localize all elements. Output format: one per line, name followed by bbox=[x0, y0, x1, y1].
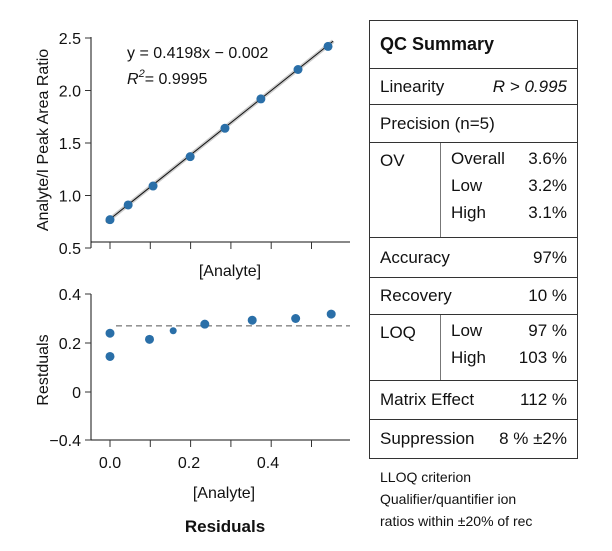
ov-label: OV bbox=[370, 143, 441, 237]
residual-point bbox=[247, 315, 257, 325]
linearity-value: R > 0.995 bbox=[492, 76, 567, 96]
matrix-effect-row: Matrix Effect 112 % bbox=[370, 381, 577, 420]
residual-point bbox=[291, 314, 301, 323]
loq-label: LOQ bbox=[370, 315, 441, 380]
calibration-plot: y = 0.4198x − 0.002 R2= 0.9995 Analyte/I… bbox=[35, 31, 350, 280]
data-point bbox=[220, 123, 230, 133]
loq-high: High 103 % bbox=[451, 348, 567, 367]
data-point bbox=[123, 200, 133, 210]
loq-low: Low 97 % bbox=[451, 321, 567, 340]
equation-label: y = 0.4198x − 0.002 bbox=[127, 45, 269, 62]
residuals-title: Residuals bbox=[185, 517, 265, 536]
y-tick-label-top: 1.5 bbox=[59, 136, 81, 153]
qc-summary-table: QC Summary Linearity R > 0.995 Precision… bbox=[369, 20, 578, 459]
residual-point bbox=[326, 309, 336, 319]
x-tick-label-bottom: 0.4 bbox=[257, 455, 279, 472]
x-tick-label-bottom: 0.0 bbox=[99, 455, 121, 472]
ov-overall: Overall 3.6% bbox=[451, 149, 567, 168]
x-tick-label-bottom: 0.2 bbox=[178, 455, 200, 472]
data-point bbox=[293, 65, 303, 74]
linearity-label: Linearity bbox=[380, 76, 445, 96]
ov-high: High 3.1% bbox=[451, 203, 567, 222]
note-line: ratios within ±20% of rec bbox=[380, 513, 533, 529]
precision-row: Precision (n=5) bbox=[370, 105, 577, 143]
recovery-row: Recovery 10 % bbox=[370, 278, 577, 315]
residual-point bbox=[200, 319, 210, 329]
residual-point bbox=[105, 328, 115, 338]
residual-plot: Restduals [Analyte] Residuals 0.0 0.2 0.4 0… bbox=[35, 287, 350, 536]
loq-row: LOQ Low 97 % High 103 % bbox=[370, 315, 577, 381]
qc-title: QC Summary bbox=[370, 21, 577, 69]
y-tick-label-top: 2.0 bbox=[59, 84, 81, 101]
ov-low: Low 3.2% bbox=[451, 176, 567, 195]
note-line: LLOQ criterion bbox=[380, 469, 472, 485]
notes: LLOQ criterion Qualifier/quantifier ion … bbox=[380, 466, 532, 532]
data-point bbox=[256, 94, 266, 104]
data-point bbox=[185, 152, 195, 162]
linearity-row: Linearity R > 0.995 bbox=[370, 69, 577, 105]
y-tick-label-top: 1.0 bbox=[59, 189, 81, 206]
residual-point bbox=[105, 351, 115, 361]
y-tick-label-bottom: 0.2 bbox=[59, 336, 81, 353]
y-tick-label-top: 0.5 bbox=[59, 241, 81, 258]
y-tick-label-top: 2.5 bbox=[59, 31, 81, 48]
note-line: Qualifier/quantifier ion bbox=[380, 491, 517, 507]
residual-point bbox=[145, 334, 154, 344]
r2-label: R2= 0.9995 bbox=[127, 68, 208, 88]
x-axis-label-bottom: [Analyte] bbox=[193, 485, 255, 502]
x-axis-label-top: [Analyte] bbox=[199, 263, 261, 280]
y-tick-label-bottom: −0.4 bbox=[49, 433, 81, 450]
y-axis-label-bottom: Restduals bbox=[35, 334, 52, 405]
residual-point bbox=[169, 327, 177, 335]
y-axis-label-top: Analyte/I Peak Area Ratio bbox=[35, 49, 52, 231]
accuracy-row: Accuracy 97% bbox=[370, 238, 577, 278]
data-point bbox=[148, 181, 158, 191]
suppression-row: Suppression 8 % ±2% bbox=[380, 429, 567, 448]
data-point bbox=[323, 41, 333, 51]
ov-row: OV Overall 3.6% Low 3.2% High 3.1% bbox=[370, 143, 577, 238]
y-tick-label-bottom: 0 bbox=[72, 385, 81, 402]
y-tick-label-bottom: 0.4 bbox=[59, 287, 81, 304]
data-point bbox=[105, 215, 115, 225]
